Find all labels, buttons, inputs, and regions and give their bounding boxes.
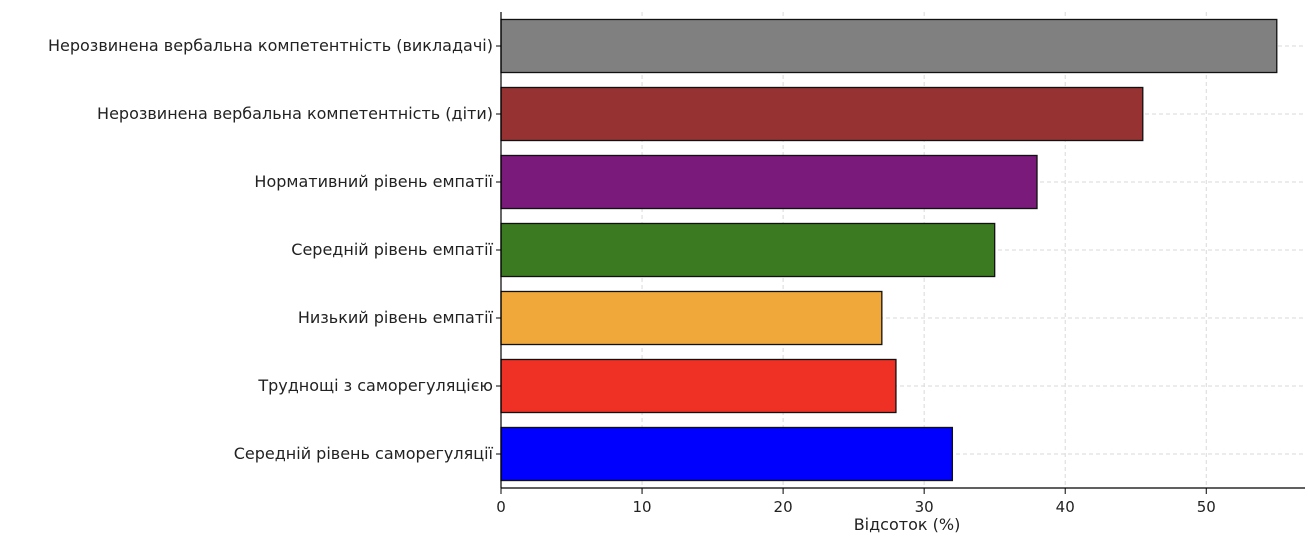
bar (500, 18, 1278, 74)
bar (500, 86, 1144, 142)
bar (500, 290, 883, 346)
y-category-label: Нерозвинена вербальна компетентність (ви… (48, 36, 493, 55)
x-tick-label: 10 (633, 498, 652, 516)
x-tick-label: 30 (915, 498, 934, 516)
x-tick-label: 40 (1056, 498, 1075, 516)
x-tick-label: 0 (496, 498, 506, 516)
y-category-label: Середній рівень саморегуляції (234, 444, 494, 463)
y-category-label: Низький рівень емпатії (298, 308, 494, 327)
y-category-label: Нерозвинена вербальна компетентність (ді… (97, 104, 493, 123)
bar (500, 358, 897, 414)
bars-layer (500, 18, 1278, 482)
x-tick-label: 50 (1197, 498, 1216, 516)
y-category-label: Нормативний рівень емпатії (254, 172, 493, 191)
labels-layer: 0 10 20 30 40 50 Нерозвинена вербальна компете… (48, 36, 1216, 516)
bar (500, 426, 954, 482)
y-category-label: Труднощі з саморегуляцією (257, 376, 493, 395)
axes-layer (496, 12, 1305, 494)
bar (500, 154, 1038, 210)
x-axis-label: Відсоток (%) (854, 515, 961, 533)
y-category-label: Середній рівень емпатії (291, 240, 493, 259)
bar (500, 222, 996, 278)
x-tick-label: 20 (774, 498, 793, 516)
